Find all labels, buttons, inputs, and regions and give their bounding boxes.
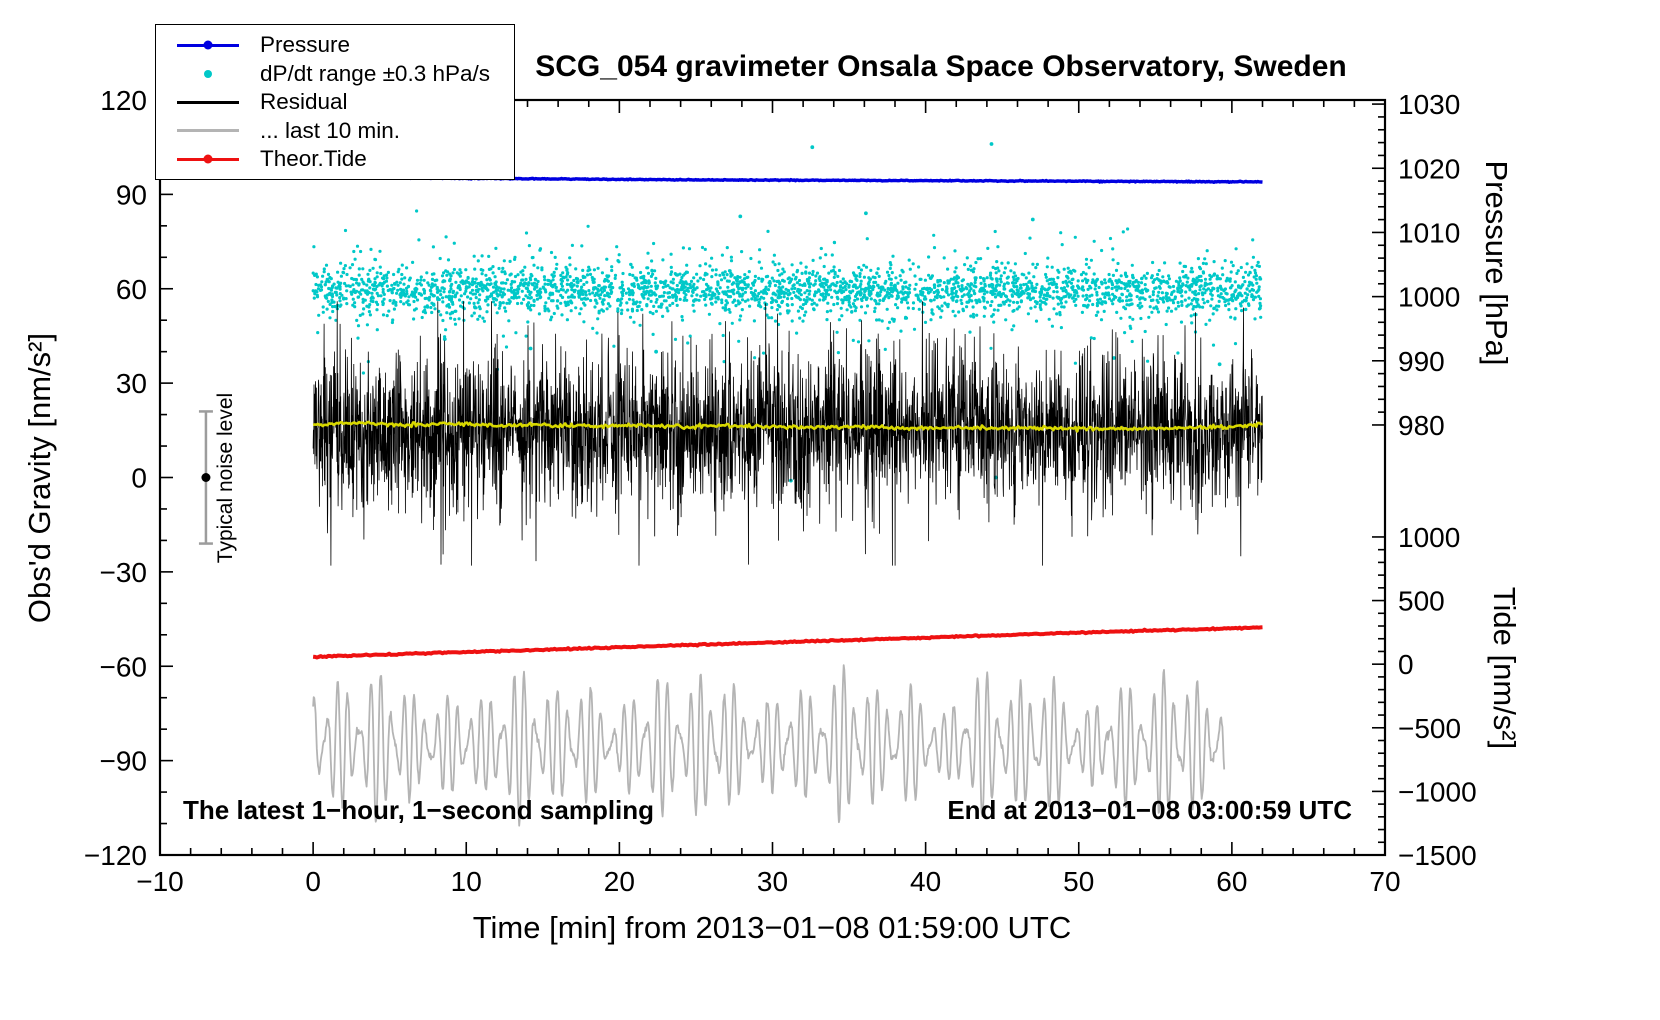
series-theor_tide	[312, 625, 1263, 660]
legend-item-label: dP/dt range ±0.3 hPa/s	[260, 60, 490, 86]
noise-level-label: Typical noise level	[214, 392, 237, 564]
legend-item: Residual	[156, 88, 514, 117]
legend-item-label: ... last 10 min.	[260, 117, 401, 143]
legend-marker	[156, 60, 260, 89]
legend-item-label: Theor.Tide	[260, 146, 367, 172]
svg-text:90: 90	[116, 179, 147, 210]
legend-marker	[156, 145, 260, 174]
svg-text:−60: −60	[100, 651, 148, 682]
svg-text:500: 500	[1398, 586, 1445, 617]
svg-text:20: 20	[604, 866, 635, 897]
legend-item: Theor.Tide	[156, 145, 514, 174]
svg-text:1010: 1010	[1398, 217, 1460, 248]
svg-text:0: 0	[305, 866, 321, 897]
svg-text:70: 70	[1369, 866, 1400, 897]
svg-text:980: 980	[1398, 410, 1445, 441]
series-residual_smoothed	[312, 420, 1263, 433]
svg-text:−1000: −1000	[1398, 776, 1477, 807]
legend: Pressure dP/dt range ±0.3 hPa/s Residual…	[155, 24, 515, 180]
legend-marker	[156, 117, 260, 146]
svg-text:120: 120	[100, 85, 147, 116]
legend-marker	[156, 88, 260, 117]
legend-item: Pressure	[156, 31, 514, 60]
svg-text:990: 990	[1398, 346, 1445, 377]
svg-text:−120: −120	[84, 840, 147, 871]
svg-text:−1500: −1500	[1398, 840, 1477, 871]
tide-axis-label: Tide [nm/s²]	[1487, 586, 1522, 750]
svg-text:1000: 1000	[1398, 282, 1460, 313]
svg-text:−10: −10	[136, 866, 184, 897]
svg-text:10: 10	[451, 866, 482, 897]
time-axis-label: Time [min] from 2013−01−08 01:59:00 UTC	[472, 910, 1072, 945]
svg-text:1020: 1020	[1398, 153, 1460, 184]
series-dpdt_scatter	[311, 142, 1263, 483]
svg-text:1000: 1000	[1398, 522, 1460, 553]
sampling-note: The latest 1−hour, 1−second sampling	[183, 795, 655, 825]
series-residual	[312, 301, 1263, 566]
gravity-axis-label: Obs'd Gravity [nm/s²]	[22, 332, 57, 624]
legend-item-label: Residual	[260, 89, 348, 115]
svg-text:30: 30	[757, 866, 788, 897]
svg-text:1030: 1030	[1398, 89, 1460, 120]
legend-item: dP/dt range ±0.3 hPa/s	[156, 60, 514, 89]
svg-text:−500: −500	[1398, 713, 1461, 744]
svg-text:−90: −90	[100, 746, 148, 777]
legend-marker	[156, 31, 260, 60]
svg-text:0: 0	[1398, 649, 1414, 680]
svg-text:50: 50	[1063, 866, 1094, 897]
svg-text:60: 60	[1216, 866, 1247, 897]
svg-text:40: 40	[910, 866, 941, 897]
svg-text:30: 30	[116, 368, 147, 399]
pressure-axis-label: Pressure [hPa]	[1479, 160, 1514, 366]
svg-text:0: 0	[131, 463, 147, 494]
chart-title: SCG_054 gravimeter Onsala Space Observat…	[535, 50, 1347, 83]
svg-text:−30: −30	[100, 557, 148, 588]
legend-item: ... last 10 min.	[156, 117, 514, 146]
svg-text:60: 60	[116, 274, 147, 305]
end-time-note: End at 2013−01−08 03:00:59 UTC	[947, 795, 1352, 825]
legend-item-label: Pressure	[260, 32, 351, 58]
series-last10	[312, 664, 1226, 827]
noise-level-dot	[201, 473, 211, 482]
